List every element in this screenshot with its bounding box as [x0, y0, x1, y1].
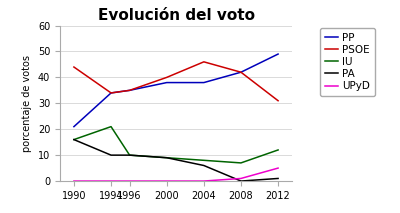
- PP: [238, 71, 243, 73]
- IU: [127, 154, 132, 156]
- Title: Evolución del voto: Evolución del voto: [98, 8, 254, 23]
- UPyD: [72, 180, 76, 182]
- PA: [276, 177, 280, 180]
- UPyD: [127, 180, 132, 182]
- PA: [127, 154, 132, 156]
- PSOE: [202, 60, 206, 63]
- Line: PA: PA: [74, 140, 278, 181]
- PA: [202, 164, 206, 167]
- UPyD: [202, 180, 206, 182]
- PSOE: [72, 66, 76, 68]
- Line: UPyD: UPyD: [74, 168, 278, 181]
- Y-axis label: porcentaje de votos: porcentaje de votos: [22, 55, 32, 152]
- PSOE: [238, 71, 243, 73]
- PA: [238, 180, 243, 182]
- UPyD: [164, 180, 169, 182]
- IU: [109, 125, 114, 128]
- PP: [72, 125, 76, 128]
- PA: [164, 156, 169, 159]
- Line: IU: IU: [74, 127, 278, 163]
- IU: [72, 138, 76, 141]
- Legend: PP, PSOE, IU, PA, UPyD: PP, PSOE, IU, PA, UPyD: [320, 28, 375, 96]
- Line: PP: PP: [74, 54, 278, 127]
- IU: [202, 159, 206, 162]
- IU: [164, 156, 169, 159]
- PP: [202, 81, 206, 84]
- Line: PSOE: PSOE: [74, 62, 278, 101]
- PSOE: [164, 76, 169, 79]
- IU: [276, 149, 280, 151]
- PP: [164, 81, 169, 84]
- UPyD: [276, 167, 280, 169]
- IU: [238, 162, 243, 164]
- PSOE: [109, 92, 114, 94]
- UPyD: [238, 177, 243, 180]
- UPyD: [109, 180, 114, 182]
- PA: [72, 138, 76, 141]
- PP: [109, 92, 114, 94]
- PP: [127, 89, 132, 92]
- PA: [109, 154, 114, 156]
- PSOE: [276, 99, 280, 102]
- PSOE: [127, 89, 132, 92]
- PP: [276, 53, 280, 55]
